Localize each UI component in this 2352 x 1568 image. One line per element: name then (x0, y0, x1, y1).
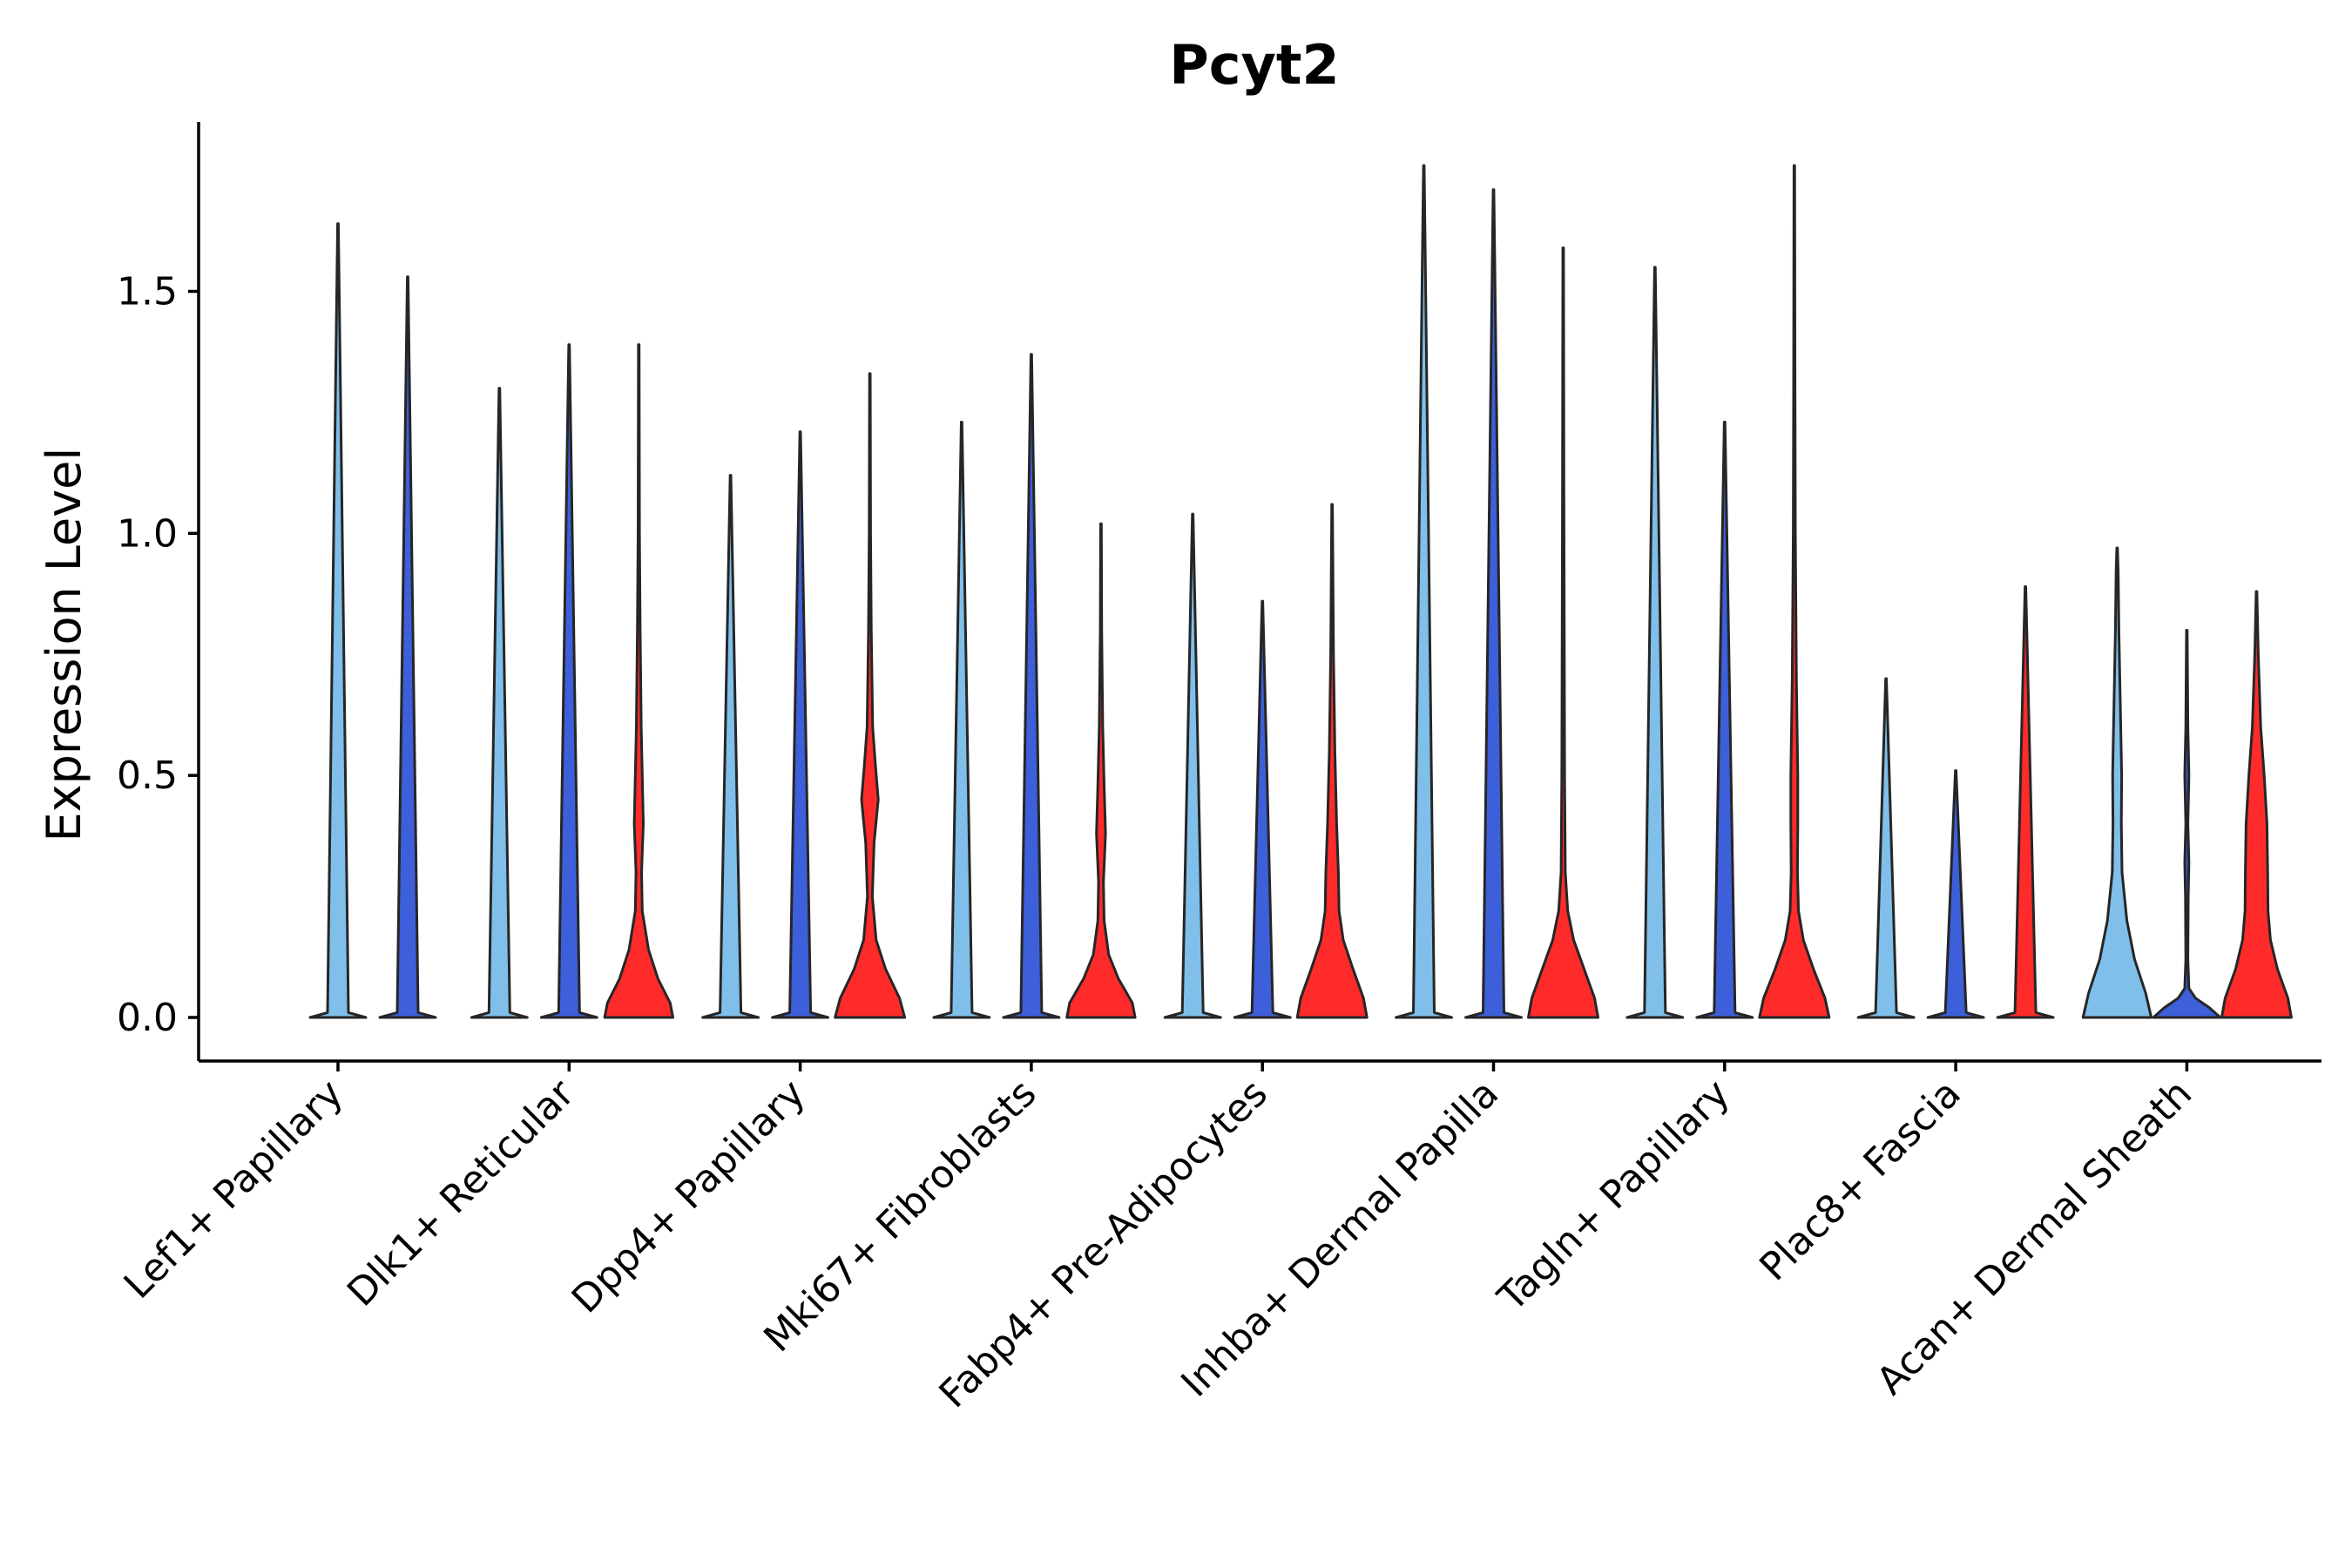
violin-lef1-papillary-group-2 (378, 275, 437, 1019)
violin-inhba-dermal-papilla-group-2 (1527, 247, 1599, 1019)
violin-dlk1-reticular-group-2 (603, 343, 674, 1019)
violin-mki67-fibroblasts-group-2 (1065, 522, 1137, 1019)
violin-dpp4-papillary-group-2 (834, 372, 907, 1019)
x-tick-label: Dlk1+ Reticular (339, 1071, 584, 1315)
violin-fabp4-pre-adipocytes-group-2 (1295, 503, 1369, 1019)
violin-inhba-dermal-papilla-group-0 (1395, 164, 1453, 1019)
violin-acan-dermal-sheath-group-2 (2220, 590, 2293, 1019)
x-tick-label: Tagln+ Papillary (1489, 1071, 1738, 1321)
x-tick-label: Lef1+ Papillary (116, 1071, 352, 1308)
violin-plac8-fascia-group-2 (1996, 585, 2055, 1019)
violin-inhba-dermal-papilla-group-1 (1464, 188, 1523, 1019)
y-axis-label: Expression Level (37, 448, 91, 842)
violin-dpp4-papillary-group-1 (771, 430, 830, 1019)
y-tick-label: 1.5 (117, 269, 178, 314)
violin-acan-dermal-sheath-group-0 (2081, 546, 2153, 1019)
y-tick-label: 1.0 (117, 511, 178, 556)
y-tick-label: 0.0 (117, 996, 178, 1040)
violin-acan-dermal-sheath-group-1 (2152, 629, 2222, 1019)
x-tick-label: Dpp4+ Papillary (564, 1071, 814, 1322)
violin-fabp4-pre-adipocytes-group-1 (1233, 599, 1292, 1019)
violin-dlk1-reticular-group-1 (539, 343, 598, 1019)
chart-title: Pcyt2 (1169, 33, 1339, 97)
violin-tagln-papillary-group-2 (1758, 164, 1831, 1019)
violin-plac8-fascia-group-0 (1856, 677, 1916, 1019)
violin-mki67-fibroblasts-group-0 (932, 421, 991, 1019)
violin-plac8-fascia-group-1 (1926, 769, 1985, 1019)
violin-tagln-papillary-group-1 (1695, 421, 1754, 1019)
y-tick-label: 0.5 (117, 754, 178, 798)
x-tick-label: Plac8+ Fascia (1751, 1071, 1970, 1290)
violin-dpp4-papillary-group-0 (701, 474, 760, 1019)
violin-tagln-papillary-group-0 (1625, 266, 1685, 1019)
violin-dlk1-reticular-group-0 (470, 387, 529, 1019)
violins-layer (308, 164, 2293, 1019)
violin-lef1-papillary-group-1 (308, 222, 368, 1019)
y-axis-ticks: 0.0 0.5 1.0 1.5 (117, 269, 199, 1040)
violin-mki67-fibroblasts-group-1 (1002, 353, 1061, 1019)
violin-fabp4-pre-adipocytes-group-0 (1163, 512, 1222, 1019)
